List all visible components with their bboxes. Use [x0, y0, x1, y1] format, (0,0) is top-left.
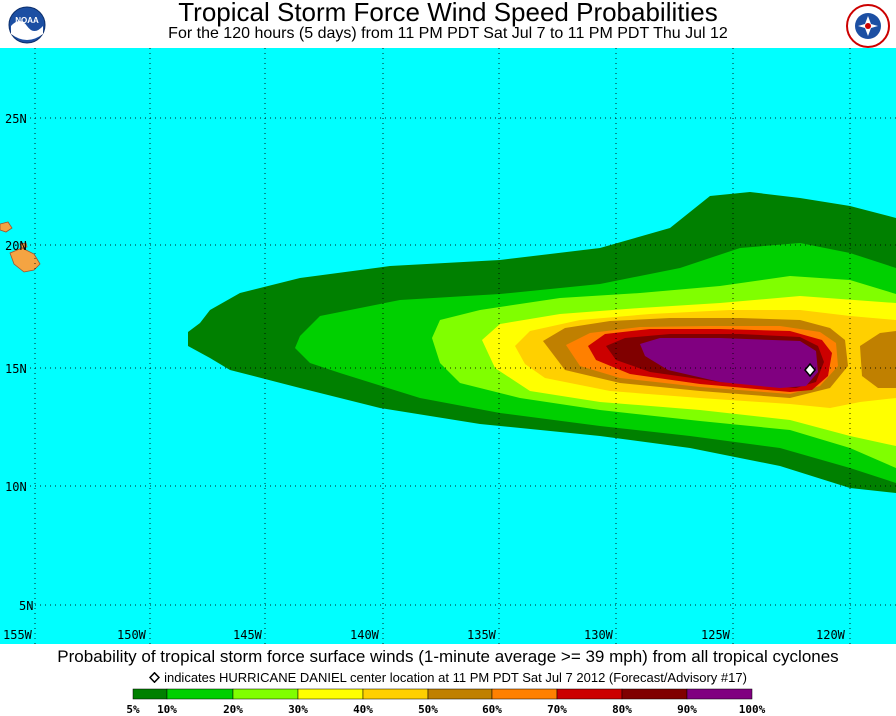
footer: Probability of tropical storm force surf… [0, 644, 896, 716]
legend-swatch-0 [132, 688, 168, 700]
storm-center-note: indicates HURRICANE DANIEL center locati… [0, 670, 896, 685]
lon-label-145w: 145W [233, 628, 263, 642]
legend-swatch-8 [621, 688, 688, 700]
legend-swatch-3 [297, 688, 364, 700]
header: NOAA Tropical Storm Force Wind Speed Pro… [0, 0, 896, 48]
legend-label-3: 30% [288, 703, 308, 716]
lat-label-10n: 10N [5, 480, 27, 494]
legend-label-9: 90% [677, 703, 697, 716]
diamond-icon [149, 671, 161, 684]
legend-label-0: 5% [126, 703, 140, 716]
legend-label-4: 40% [353, 703, 373, 716]
legend-swatch-1 [166, 688, 234, 700]
legend-swatch-6 [491, 688, 558, 700]
legend-swatch-7 [556, 688, 623, 700]
legend-label-6: 60% [482, 703, 502, 716]
page-title: Tropical Storm Force Wind Speed Probabil… [178, 0, 718, 27]
lon-label-155w: 155W [3, 628, 33, 642]
probability-band-90 [640, 338, 818, 388]
legend-label-1: 10% [157, 703, 177, 716]
legend-label-5: 50% [418, 703, 438, 716]
diamond-icon [804, 362, 816, 378]
probability-map: 25N 20N 15N 10N 5N 155W 150W 145W 140W 1… [0, 48, 896, 644]
map-caption: Probability of tropical storm force surf… [57, 647, 839, 666]
lon-label-140w: 140W [350, 628, 380, 642]
probability-legend: 5% 10% 20% 30% 40% 50% 60% 70% 80% 90% 100% [126, 688, 766, 716]
lon-label-135w: 135W [467, 628, 497, 642]
legend-label-8: 80% [612, 703, 632, 716]
storm-center-note-text: indicates HURRICANE DANIEL center locati… [164, 670, 747, 685]
lat-label-20n: 20N [5, 239, 27, 253]
lon-label-125w: 125W [701, 628, 731, 642]
maui-island-icon [0, 221, 13, 233]
probability-band-50-east [860, 331, 896, 388]
oahu-island-icon [19, 242, 28, 249]
lat-label-5n: 5N [19, 599, 33, 613]
lat-label-15n: 15N [5, 362, 27, 376]
noaa-logo-icon: NOAA [8, 6, 46, 44]
nws-logo-icon [846, 4, 890, 48]
lon-label-120w: 120W [816, 628, 846, 642]
lon-label-150w: 150W [117, 628, 147, 642]
lat-label-25n: 25N [5, 112, 27, 126]
legend-label-10: 100% [739, 703, 766, 716]
legend-label-2: 20% [223, 703, 243, 716]
legend-label-7: 70% [547, 703, 567, 716]
svg-text:NOAA: NOAA [15, 16, 39, 25]
legend-swatch-4 [362, 688, 429, 700]
legend-swatch-2 [232, 688, 299, 700]
hawaii-island-icon [9, 247, 41, 273]
legend-swatch-9 [686, 688, 753, 700]
page-subtitle: For the 120 hours (5 days) from 11 PM PD… [168, 25, 728, 42]
lon-label-130w: 130W [584, 628, 614, 642]
legend-swatch-5 [427, 688, 493, 700]
